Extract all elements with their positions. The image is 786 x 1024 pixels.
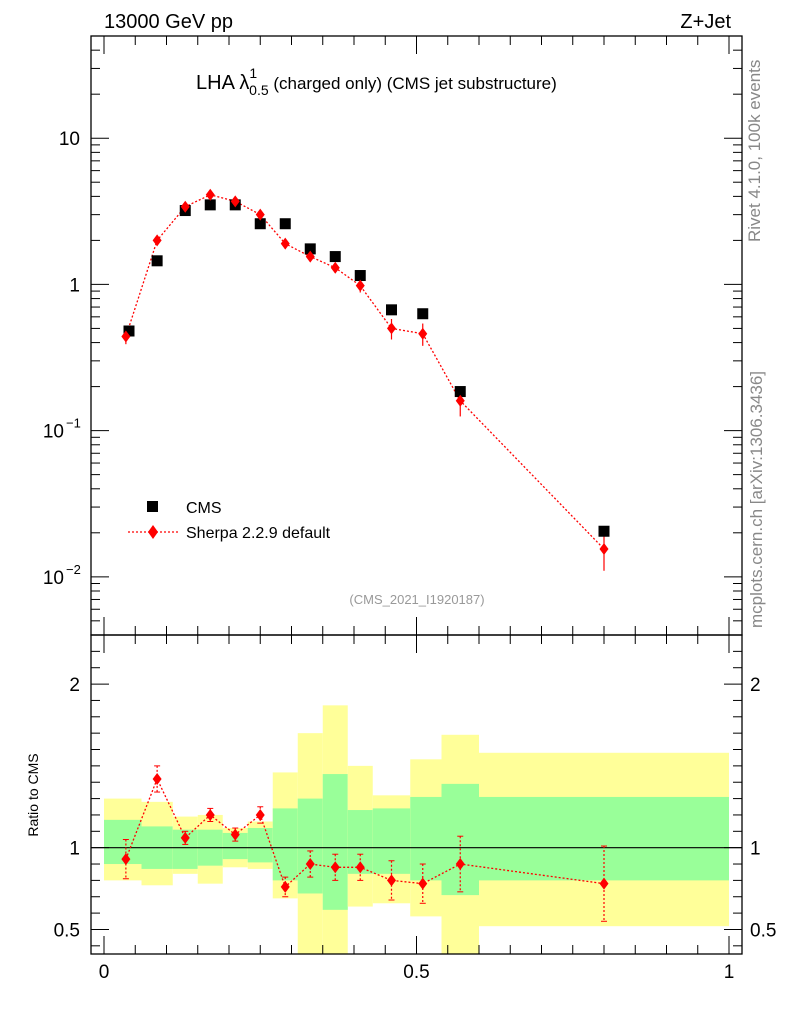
main-frame [90, 35, 743, 636]
ratio-mc-point [330, 861, 340, 874]
ratio-mc-point [455, 858, 465, 871]
legend-mc-marker [148, 525, 158, 539]
x-tick-label: 0 [99, 962, 110, 983]
ratio-y-tick-label-left: 1 [69, 839, 80, 860]
cms-point [598, 525, 610, 537]
mc-point [230, 195, 240, 208]
ratio-mc-point [355, 861, 365, 874]
ratio-mc-point [387, 874, 396, 887]
analysis-tag: (CMS_2021_I1920187) [349, 592, 484, 607]
legend-data-label: CMS [186, 500, 222, 517]
band-inner [297, 798, 323, 894]
mc-point [418, 327, 428, 340]
mc-point [305, 250, 315, 263]
mc-point [455, 394, 465, 407]
y-tick-exponent: −2 [66, 562, 81, 577]
ratio-mc-point [205, 808, 215, 821]
mcplots-label: mcplots.cern.ch [arXiv:1306.3436] [747, 370, 766, 628]
ratio-mc-point [230, 828, 240, 841]
band-inner [372, 808, 411, 874]
cms-point [304, 243, 316, 255]
mc-point [121, 330, 131, 343]
ratio-frame [90, 634, 743, 955]
ratio-marks [121, 765, 609, 922]
mc-point [387, 322, 396, 335]
ratio-y-tick-label-right: 0.5 [750, 920, 776, 941]
ratio-mc-line [125, 777, 605, 889]
ratio-y-tick-label-left: 2 [69, 675, 80, 696]
cms-point [454, 386, 466, 398]
band-inner [441, 783, 479, 896]
x-tick-label: 1 [724, 962, 735, 983]
header-left: 13000 GeV pp [104, 11, 233, 33]
mc-point [255, 208, 265, 221]
mc-point [205, 188, 215, 201]
mc-point [355, 279, 365, 292]
cms-point [354, 270, 366, 282]
ratio-mc-point [599, 877, 609, 890]
y-tick-label: 10 [43, 422, 64, 443]
mc-point [152, 234, 162, 247]
cms-point [151, 255, 163, 267]
mc-point [599, 542, 609, 555]
y-tick-label: 10 [59, 129, 80, 150]
cms-point [279, 218, 291, 230]
legend-data-marker [147, 501, 158, 512]
header-right: Z+Jet [680, 11, 731, 33]
band-inner [104, 819, 142, 865]
ratio-y-tick-label-right: 2 [750, 675, 761, 696]
cms-point [204, 199, 216, 211]
y-tick-label: 1 [69, 275, 80, 296]
ratio-axes: 2 2 1 1 0.5 0.5 0 0.5 1 [54, 635, 776, 983]
rivet-label: Rivet 4.1.0, 100k events [745, 59, 764, 242]
ratio-mc-point [180, 831, 190, 844]
title-main: LHA λ [196, 72, 249, 94]
ratio-mc-point [152, 772, 162, 785]
band-inner [247, 828, 273, 863]
ratio-mc-point [255, 808, 265, 821]
cms-point [329, 251, 341, 263]
mc-point [330, 261, 340, 274]
band-inner [410, 796, 442, 881]
ratio-mc-point [305, 858, 315, 871]
band-inner [322, 774, 348, 910]
title-rest: (charged only) (CMS jet substructure) [269, 74, 557, 93]
legend-mc-label: Sherpa 2.2.9 default [186, 525, 331, 542]
cms-point [123, 325, 135, 337]
y-tick-exponent: −1 [66, 416, 81, 431]
ratio-y-tick-label-right: 1 [750, 839, 761, 860]
y-tick-label: 10 [43, 568, 64, 589]
plot-title: LHA λ1 0.5 (charged only) (CMS jet substr… [196, 65, 557, 98]
band-inner [272, 808, 298, 881]
ratio-ylabel: Ratio to CMS [25, 753, 41, 836]
cms-point [386, 304, 397, 316]
ratio-y-tick-label-left: 0.5 [54, 920, 80, 941]
mc-point [280, 237, 290, 250]
main-marks [121, 188, 610, 571]
ratio-mc-point [418, 877, 428, 890]
title-subscript: 0.5 [249, 82, 269, 98]
mc-point [180, 200, 190, 213]
cms-point [417, 308, 429, 320]
ratio-mc-point [280, 880, 290, 893]
cms-point [254, 218, 266, 230]
x-tick-label: 0.5 [403, 962, 429, 983]
mc-line [125, 194, 605, 550]
title-superscript: 1 [249, 65, 257, 81]
ratio-mc-point [121, 853, 131, 866]
uncertainty-bands [104, 705, 729, 954]
